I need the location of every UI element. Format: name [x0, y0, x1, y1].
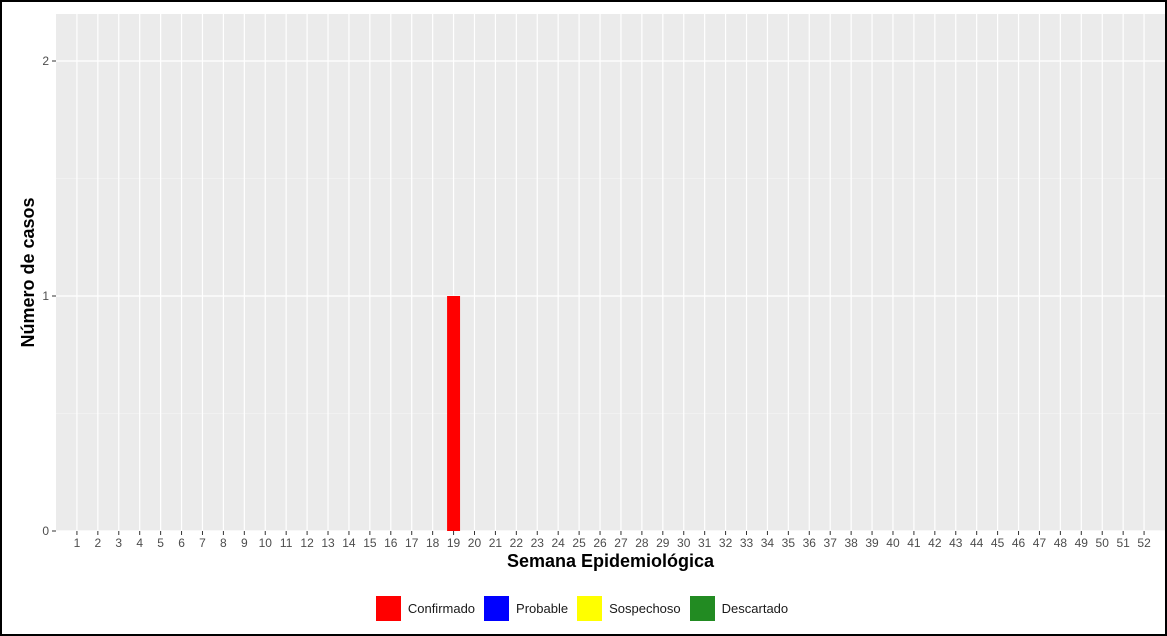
x-tick-label: 46	[1012, 536, 1026, 550]
x-tick-label: 45	[991, 536, 1005, 550]
x-tick-label: 23	[531, 536, 545, 550]
legend-key-descartado	[689, 595, 715, 621]
x-tick-label: 51	[1116, 536, 1130, 550]
legend-key-sospechoso	[577, 595, 603, 621]
bars	[447, 296, 461, 531]
x-tick-label: 10	[259, 536, 273, 550]
bar-confirmado-week-19	[447, 296, 461, 531]
y-tick-label: 2	[42, 54, 49, 68]
x-tick-label: 21	[489, 536, 503, 550]
x-tick-label: 4	[136, 536, 143, 550]
x-tick-label: 35	[782, 536, 796, 550]
x-tick-label: 18	[426, 536, 440, 550]
x-tick-label: 19	[447, 536, 461, 550]
x-tick-label: 31	[698, 536, 712, 550]
x-tick-label: 48	[1054, 536, 1068, 550]
legend-label: Descartado	[721, 600, 789, 616]
x-tick-label: 28	[635, 536, 649, 550]
gridlines	[56, 14, 1165, 532]
x-tick-label: 36	[803, 536, 817, 550]
legend-label: Confirmado	[407, 600, 476, 616]
x-tick-label: 14	[342, 536, 356, 550]
legend-item-probable: Probable	[484, 595, 571, 621]
legend-key-probable	[484, 595, 510, 621]
legend-item-descartado: Descartado	[689, 595, 791, 621]
x-tick-label: 29	[656, 536, 670, 550]
x-tick-label: 3	[115, 536, 122, 550]
x-tick-label: 16	[384, 536, 398, 550]
x-tick-label: 49	[1075, 536, 1089, 550]
x-tick-label: 26	[593, 536, 607, 550]
x-tick-label: 1	[74, 536, 81, 550]
x-tick-label: 24	[552, 536, 566, 550]
chart-svg: 012 1 2 3 4 5 6 7 8 9 10 11 12 13 14 15 16 17 18 19 20 21 22 2…	[18, 14, 1165, 571]
x-tick-label: 20	[468, 536, 482, 550]
x-tick-label: 17	[405, 536, 419, 550]
x-tick-label: 33	[740, 536, 754, 550]
legend-item-confirmado: Confirmado	[375, 595, 478, 621]
y-tick-label: 1	[42, 289, 49, 303]
x-tick-label: 52	[1137, 536, 1151, 550]
x-tick-label: 12	[300, 536, 314, 550]
x-tick-label: 37	[824, 536, 838, 550]
legend-label: Probable	[516, 600, 569, 616]
x-tick-label: 43	[949, 536, 963, 550]
x-tick-label: 5	[157, 536, 164, 550]
x-tick-label: 44	[970, 536, 984, 550]
x-tick-label: 47	[1033, 536, 1047, 550]
legend: Confirmado Probable Sospechoso Descartado	[0, 594, 1167, 622]
x-tick-label: 34	[761, 536, 775, 550]
x-tick-label: 39	[865, 536, 879, 550]
x-tick-label: 50	[1096, 536, 1110, 550]
x-axis: 1 2 3 4 5 6 7 8 9 10 11 12 13 14 15 16 17 18 19 20 21 22 23 24 2…	[74, 531, 1151, 550]
plot-panel	[56, 14, 1165, 531]
x-tick-label: 8	[220, 536, 227, 550]
x-tick-label: 15	[363, 536, 377, 550]
x-tick-label: 30	[677, 536, 691, 550]
y-tick-label: 0	[42, 524, 49, 538]
legend-item-sospechoso: Sospechoso	[577, 595, 684, 621]
y-axis: 0 1 2	[42, 54, 56, 538]
legend-key-confirmado	[375, 595, 401, 621]
x-tick-label: 27	[614, 536, 628, 550]
x-tick-label: 6	[178, 536, 185, 550]
x-tick-label: 7	[199, 536, 206, 550]
x-tick-label: 25	[572, 536, 586, 550]
x-tick-label: 42	[928, 536, 942, 550]
x-tick-label: 13	[321, 536, 335, 550]
x-tick-label: 41	[907, 536, 921, 550]
y-axis-title: Número de casos	[18, 197, 38, 347]
x-tick-label: 32	[719, 536, 733, 550]
x-tick-label: 38	[844, 536, 858, 550]
legend-label: Sospechoso	[609, 600, 681, 616]
x-tick-label: 22	[510, 536, 524, 550]
x-tick-label: 11	[280, 536, 293, 550]
x-tick-label: 2	[95, 536, 102, 550]
x-tick-label: 9	[241, 536, 248, 550]
x-tick-label: 40	[886, 536, 900, 550]
x-axis-title: Semana Epidemiológica	[507, 551, 715, 571]
